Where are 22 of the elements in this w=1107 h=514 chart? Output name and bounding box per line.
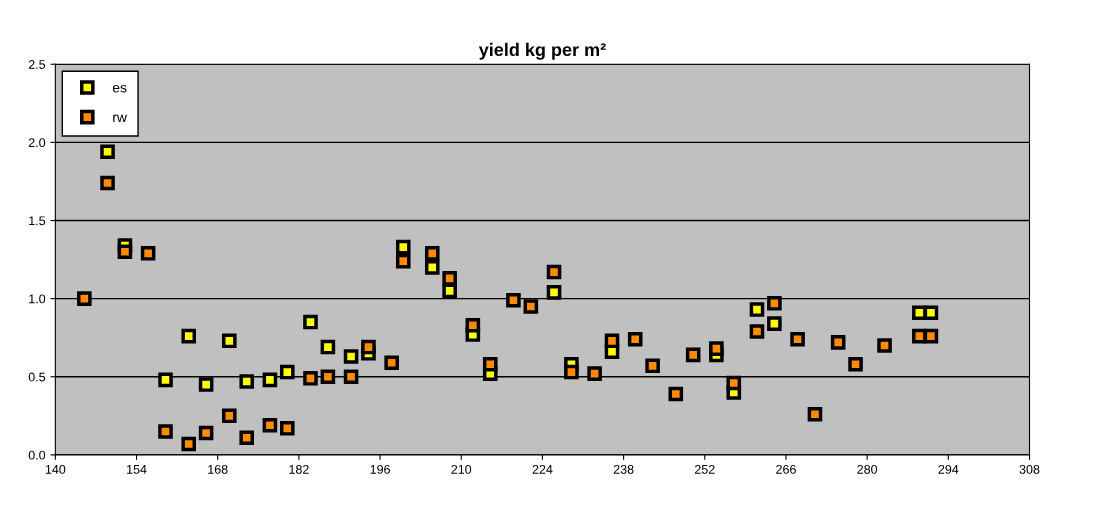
y-tick-label: 0.0 [28,450,46,460]
x-tick-label: 168 [208,464,228,474]
x-tick-label: 238 [613,464,634,474]
x-tick-label: 252 [694,464,715,474]
y-tick-label: 1.0 [29,294,46,304]
x-tick-label: 182 [289,464,309,474]
x-tick-label: 140 [45,464,66,474]
y-tick-label: 2.5 [28,60,46,69]
x-tick-label: 308 [1019,464,1040,474]
legend-label: es [112,84,127,93]
x-tick-label: 266 [776,464,796,474]
x-tick-label: 154 [127,465,147,474]
y-tick-label: 0.5 [28,372,46,382]
x-tick-label: 280 [857,464,878,474]
x-tick-label: 294 [938,464,959,474]
x-tick-label: 224 [532,464,553,474]
y-tick-label: 1.5 [29,216,46,226]
chart-title: yield kg per m² [478,42,606,60]
legend-label: rw [113,114,127,122]
y-tick-label: 2.0 [28,138,46,148]
x-tick-label: 210 [451,464,472,474]
x-tick-label: 196 [370,464,390,474]
